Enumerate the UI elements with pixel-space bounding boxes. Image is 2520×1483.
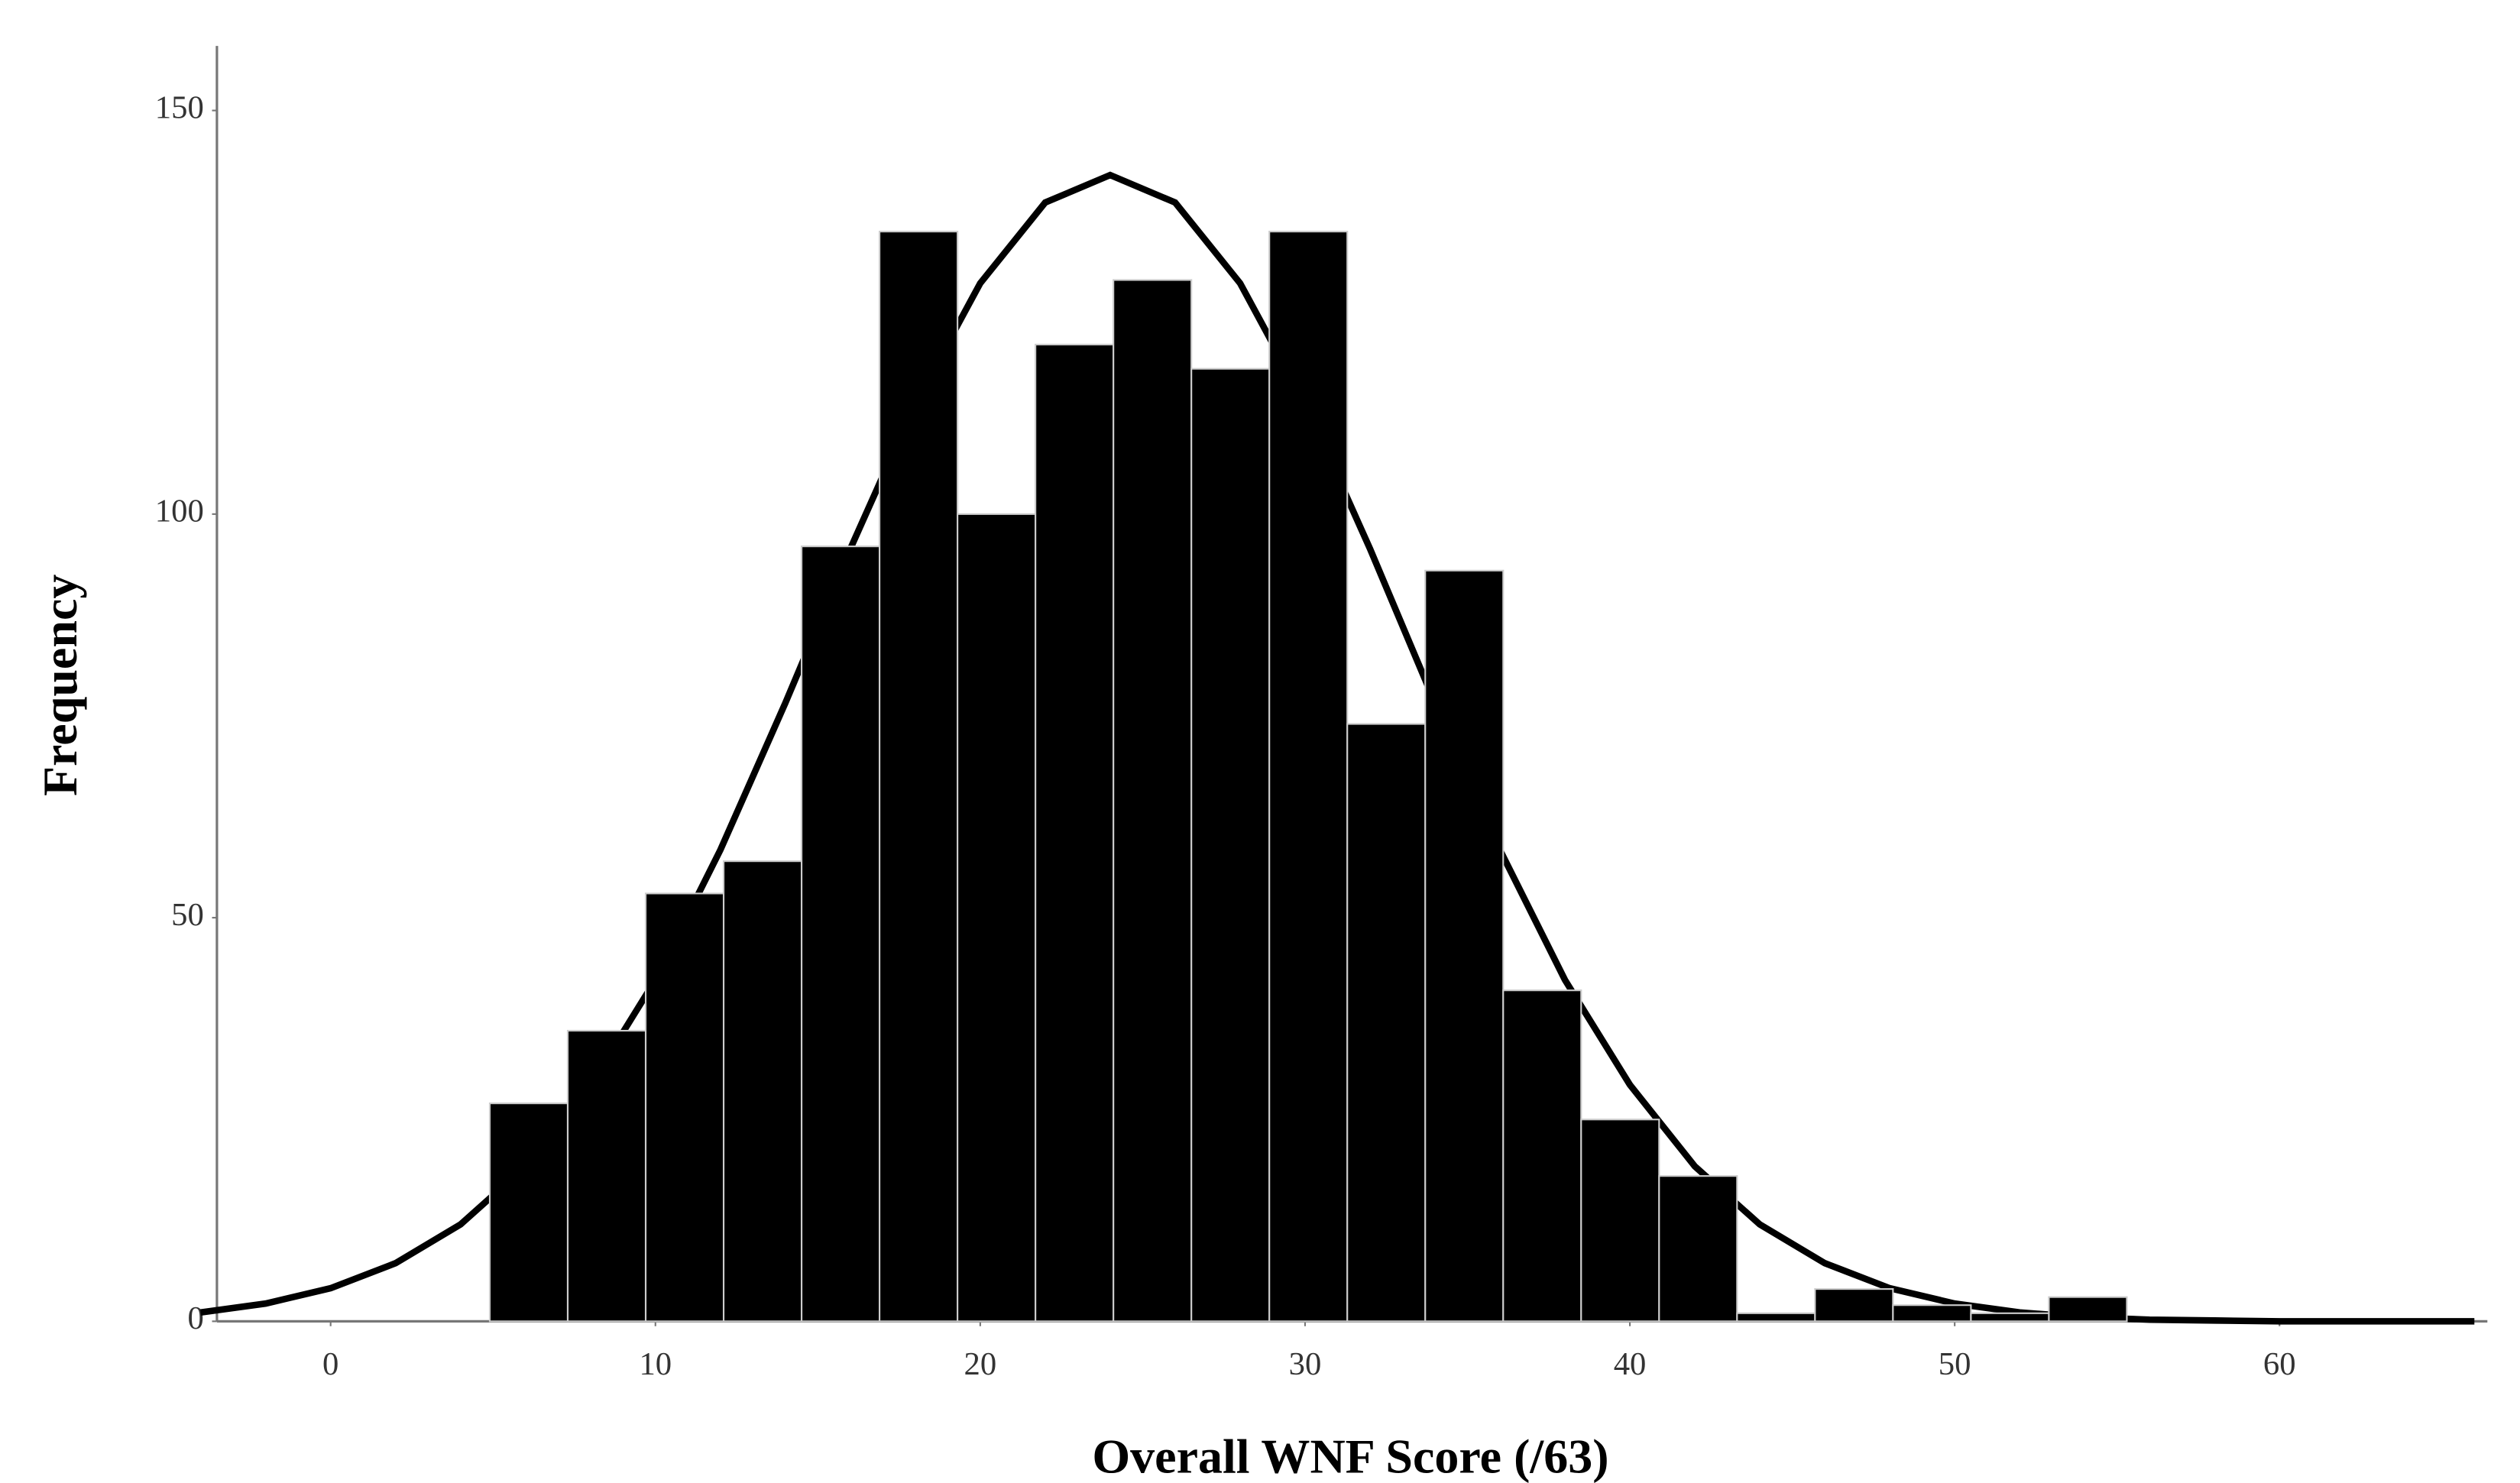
x-tick-label: 50 xyxy=(1939,1346,1971,1382)
bar xyxy=(488,1103,569,1323)
bar xyxy=(1346,723,1427,1323)
bar xyxy=(957,513,1037,1323)
bar xyxy=(1892,1304,1972,1323)
y-tick-label: 50 xyxy=(171,897,204,933)
bar xyxy=(1658,1175,1738,1323)
x-tick-label: 10 xyxy=(639,1346,672,1382)
bar xyxy=(1035,343,1115,1323)
bar xyxy=(801,546,881,1323)
bar xyxy=(1424,569,1505,1323)
bar xyxy=(2048,1296,2128,1323)
bar xyxy=(879,231,959,1323)
bar xyxy=(1190,368,1271,1323)
bar xyxy=(1970,1312,2050,1323)
x-tick-label: 40 xyxy=(1614,1346,1647,1382)
y-tick-label: 100 xyxy=(155,494,204,529)
x-tick-label: 30 xyxy=(1289,1346,1322,1382)
bar xyxy=(644,892,725,1323)
bar xyxy=(1736,1312,1816,1323)
bar xyxy=(1502,989,1582,1323)
y-tick-label: 0 xyxy=(187,1300,203,1336)
bar xyxy=(1580,1119,1660,1323)
x-axis-title: Overall WNF Score (/63) xyxy=(1092,1430,1608,1483)
y-tick-label: 150 xyxy=(155,89,204,125)
bar xyxy=(1814,1288,1894,1323)
bar xyxy=(566,1029,647,1323)
bar xyxy=(1113,279,1193,1323)
bar xyxy=(1268,231,1349,1323)
x-tick-label: 60 xyxy=(2263,1346,2296,1382)
x-tick-label: 0 xyxy=(322,1346,338,1382)
bar xyxy=(722,860,803,1323)
x-tick-label: 20 xyxy=(964,1346,997,1382)
y-axis-title: Frequency xyxy=(33,575,87,796)
